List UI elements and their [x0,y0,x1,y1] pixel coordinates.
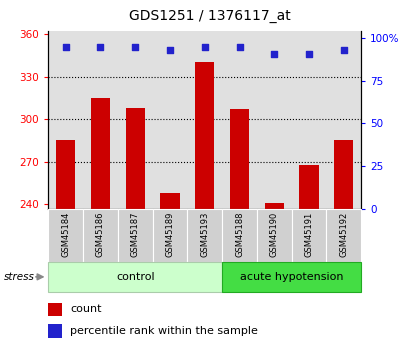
Bar [334,140,353,209]
Bar [230,109,249,209]
Bar [83,209,118,262]
Bar [48,209,83,262]
Bar [195,62,214,209]
Text: acute hypotension: acute hypotension [240,272,344,282]
Bar [222,262,361,292]
Bar [48,303,63,316]
Bar [126,108,145,209]
Text: percentile rank within the sample: percentile rank within the sample [70,326,258,336]
Point [236,44,243,49]
Text: GSM45187: GSM45187 [131,211,140,257]
Point [97,44,104,49]
Point [306,51,312,56]
Text: GSM45189: GSM45189 [165,211,174,257]
Bar [56,140,75,209]
Text: GSM45184: GSM45184 [61,211,70,257]
Bar [152,209,187,262]
Text: count: count [70,305,102,315]
Point [167,47,173,53]
Bar [257,209,291,262]
Bar [299,165,319,209]
Point [62,44,69,49]
Bar [48,324,63,338]
Bar [187,209,222,262]
Text: GDS1251 / 1376117_at: GDS1251 / 1376117_at [129,9,291,23]
Bar [222,209,257,262]
Point [341,47,347,53]
Bar [326,209,361,262]
Text: GSM45188: GSM45188 [235,211,244,257]
Text: GSM45190: GSM45190 [270,211,279,257]
Text: control: control [116,272,155,282]
Point [271,51,278,56]
Bar [118,209,152,262]
Bar [48,262,222,292]
Text: GSM45193: GSM45193 [200,211,209,257]
Bar [291,209,326,262]
Text: GSM45191: GSM45191 [304,211,314,257]
Text: GSM45186: GSM45186 [96,211,105,257]
Point [132,44,139,49]
Text: GSM45192: GSM45192 [339,211,348,257]
Bar [91,98,110,209]
Text: stress: stress [4,272,35,282]
Point [202,44,208,49]
Bar [160,193,179,209]
Bar [265,203,284,209]
